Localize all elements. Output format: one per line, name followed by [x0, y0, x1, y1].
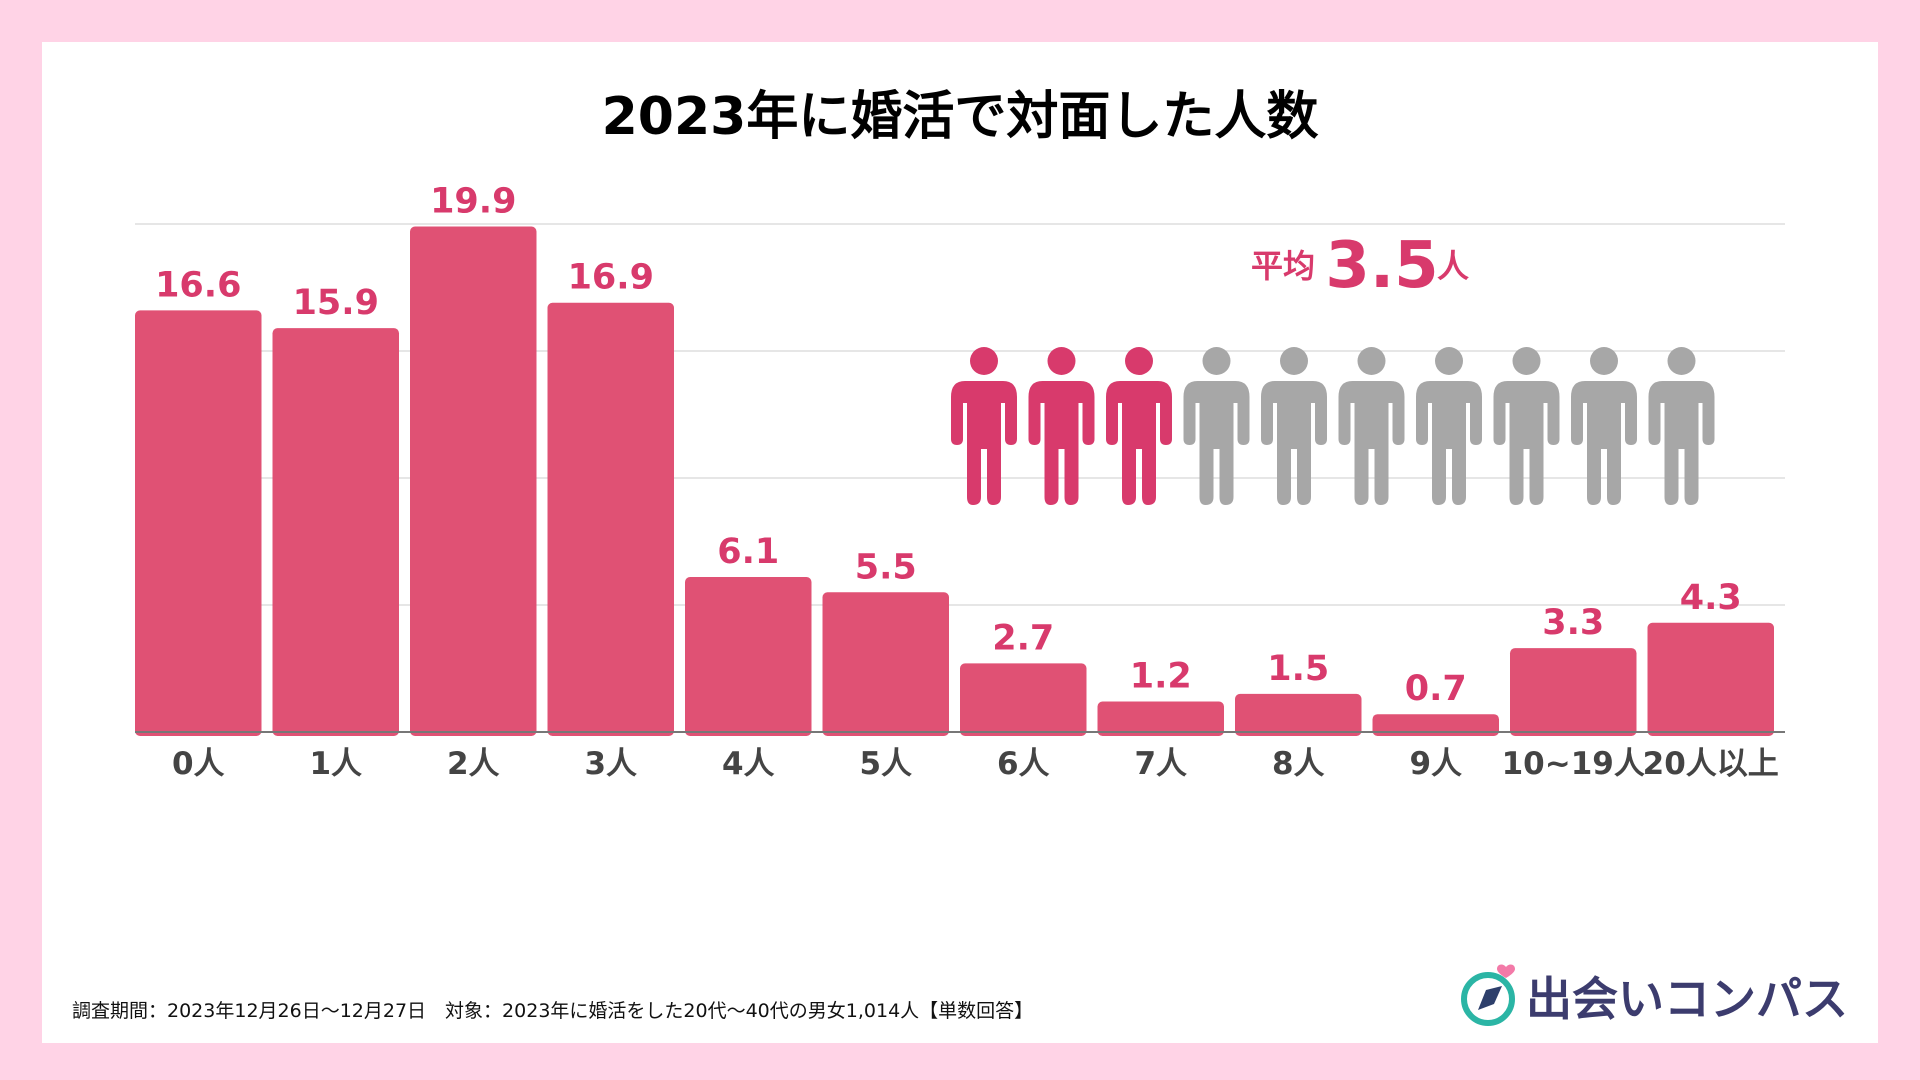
brand-name: 出会いコンパス	[1526, 972, 1848, 1026]
person-icon	[1261, 347, 1327, 505]
person-icon	[1648, 347, 1715, 505]
bar-9人	[1372, 714, 1499, 736]
category-label-3人: 3人	[584, 746, 637, 782]
category-label-4人: 4人	[722, 746, 775, 782]
value-label-6人: 2.7	[992, 618, 1054, 658]
bar-4人	[685, 577, 812, 736]
person-icon	[1571, 347, 1637, 505]
person-icon	[951, 347, 1017, 505]
bar-chart: 2023年に婚活で対面した人数 16.6 15.9 19.9 16.9 6.1 5.5 2.…	[72, 87, 1848, 1026]
value-label-20人以上: 4.3	[1680, 578, 1742, 618]
compass-logo-icon	[1461, 964, 1515, 1026]
category-label-7人: 7人	[1134, 746, 1187, 782]
bar-6人	[960, 663, 1087, 736]
bar-3人	[547, 302, 674, 736]
bar-20人以上	[1647, 622, 1774, 736]
bar-0人	[135, 310, 262, 736]
bar-10~19人	[1510, 648, 1637, 736]
category-label-1人: 1人	[309, 746, 362, 782]
value-label-1人: 15.9	[293, 283, 379, 323]
chart-card: 2023年に婚活で対面した人数 16.6 15.9 19.9 16.9 6.1 5.5 2.…	[42, 42, 1878, 1043]
person-icon	[1416, 347, 1482, 505]
average-unit: 人	[1437, 247, 1469, 285]
value-label-10~19人: 3.3	[1542, 603, 1604, 643]
category-label-10~19人: 10~19人	[1502, 746, 1645, 782]
category-label-5人: 5人	[859, 746, 912, 782]
person-icon	[1493, 347, 1560, 505]
value-label-7人: 1.2	[1130, 657, 1192, 697]
person-icon	[1338, 347, 1405, 505]
category-label-8人: 8人	[1272, 746, 1325, 782]
average-people-icons	[951, 347, 1715, 505]
value-label-8人: 1.5	[1267, 649, 1329, 689]
chart-title: 2023年に婚活で対面した人数	[602, 87, 1319, 147]
value-label-5人: 5.5	[855, 547, 917, 587]
person-icon	[1183, 347, 1250, 505]
bar-8人	[1235, 693, 1362, 736]
survey-footnote: 調査期間：2023年12月26日〜12月27日 対象：2023年に婚活をした20…	[72, 1000, 1033, 1022]
category-label-2人: 2人	[447, 746, 500, 782]
brand-logo: 出会いコンパス	[1461, 964, 1848, 1026]
bars	[135, 226, 1774, 737]
bar-5人	[822, 592, 949, 736]
value-label-4人: 6.1	[717, 532, 779, 572]
bar-2人	[410, 226, 537, 737]
value-label-3人: 16.9	[568, 258, 654, 298]
value-labels: 16.6 15.9 19.9 16.9 6.1 5.5 2.7 1.2 1.5 0.7 3.3 4.3	[155, 182, 1742, 710]
person-icon	[1106, 347, 1172, 505]
value-label-9人: 0.7	[1405, 669, 1467, 709]
category-label-20人以上: 20人以上	[1643, 746, 1779, 782]
category-label-9人: 9人	[1409, 746, 1462, 782]
person-icon	[1028, 347, 1095, 505]
category-label-0人: 0人	[172, 746, 225, 782]
average-prefix: 平均	[1251, 247, 1315, 285]
category-label-6人: 6人	[997, 746, 1050, 782]
value-label-0人: 16.6	[155, 265, 241, 305]
bar-1人	[272, 328, 399, 736]
value-label-2人: 19.9	[430, 182, 516, 222]
average-callout: 平均 3.5 人	[1251, 229, 1469, 303]
average-value: 3.5	[1325, 229, 1438, 303]
bar-7人	[1097, 701, 1224, 736]
